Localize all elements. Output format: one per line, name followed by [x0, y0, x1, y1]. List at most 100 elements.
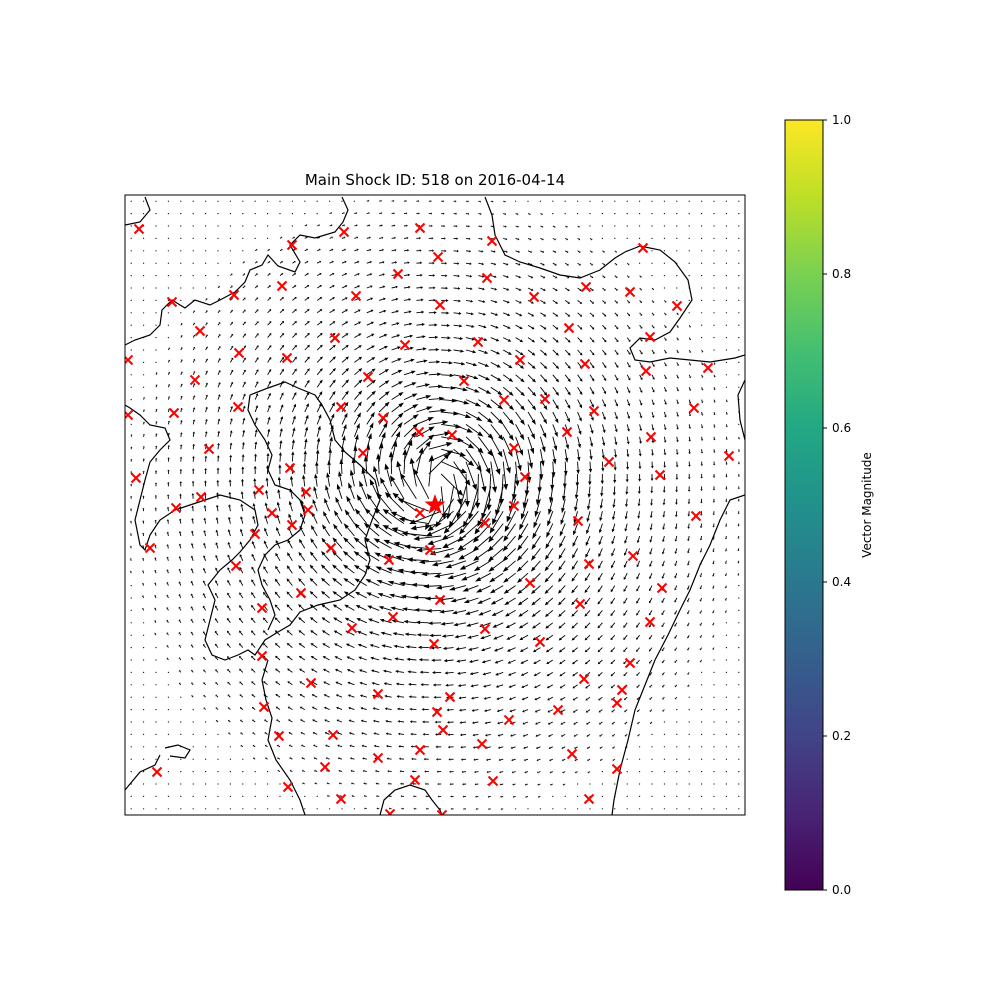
vector-arrow — [267, 248, 270, 252]
vector-arrow — [465, 386, 480, 393]
vector-arrow — [552, 349, 559, 356]
vector-arrow — [651, 287, 655, 291]
vector-arrow — [180, 432, 183, 437]
vector-arrow — [332, 550, 343, 562]
vector-arrow — [230, 333, 234, 338]
vector-arrow — [478, 609, 491, 616]
vector-arrow — [663, 200, 666, 202]
vector-arrow — [490, 461, 498, 493]
vector-arrow — [724, 597, 727, 601]
vector-arrow — [421, 695, 429, 699]
vector-arrow — [614, 275, 618, 278]
vector-arrow — [324, 706, 330, 711]
vector-arrow — [639, 275, 642, 278]
vector-arrow — [626, 436, 630, 445]
vector-arrow — [584, 585, 591, 594]
vector-arrow — [472, 733, 479, 737]
vector-arrow — [586, 721, 591, 725]
vector-arrow — [465, 361, 478, 367]
vector-arrow — [154, 457, 158, 462]
vector-arrow — [688, 808, 690, 810]
vector-arrow — [623, 572, 628, 580]
vector-arrow — [637, 721, 640, 725]
vector-arrow — [564, 349, 571, 356]
vector-arrow — [537, 795, 541, 799]
vector-arrow — [379, 236, 384, 240]
vector-arrow — [227, 707, 231, 710]
vector-arrow — [675, 461, 679, 468]
station-marker — [281, 352, 293, 364]
vector-arrow — [301, 744, 305, 748]
vector-arrow — [687, 548, 690, 554]
vector-arrow — [477, 498, 492, 527]
vector-arrow — [674, 535, 678, 542]
vector-arrow — [205, 287, 207, 289]
station-marker — [572, 515, 584, 527]
vector-arrow — [304, 403, 309, 413]
vector-arrow — [275, 693, 281, 698]
vector-arrow — [527, 337, 535, 343]
station-marker — [479, 623, 491, 635]
vector-arrow — [226, 643, 231, 648]
vector-arrow — [515, 324, 523, 330]
vector-arrow — [651, 399, 655, 406]
vector-arrow — [205, 721, 207, 723]
vector-arrow — [454, 634, 467, 639]
vector-arrow — [180, 395, 183, 400]
vector-arrow — [699, 610, 703, 614]
vector-arrow — [401, 807, 405, 810]
vector-arrow — [688, 461, 691, 467]
vector-arrow — [416, 286, 424, 289]
vector-arrow — [519, 634, 529, 641]
vector-arrow — [250, 630, 256, 636]
vector-arrow — [413, 468, 430, 500]
vector-arrow — [504, 597, 516, 606]
vector-arrow — [663, 746, 666, 748]
vector-arrow — [279, 225, 281, 227]
vector-arrow — [650, 473, 654, 481]
vector-arrow — [638, 461, 642, 470]
vector-arrow — [217, 358, 221, 363]
vector-arrow — [472, 535, 492, 552]
vector-arrow — [562, 771, 566, 774]
vector-arrow — [564, 337, 571, 343]
vector-arrow — [552, 275, 558, 279]
vector-arrow — [275, 681, 281, 686]
vector-arrow — [367, 605, 380, 611]
vector-arrow — [167, 481, 170, 487]
vector-arrow — [192, 746, 194, 748]
vector-arrow — [267, 428, 271, 437]
vector-arrow — [725, 746, 728, 748]
vector-arrow — [191, 682, 194, 686]
vector-arrow — [564, 250, 569, 254]
vector-arrow — [588, 473, 592, 486]
vector-arrow — [155, 237, 157, 239]
vector-arrow — [214, 592, 219, 599]
vector-arrow — [636, 548, 641, 556]
vector-arrow — [205, 262, 207, 264]
vector-arrow — [676, 262, 678, 264]
vector-arrow — [324, 719, 330, 723]
vector-arrow — [384, 463, 393, 487]
vector-arrow — [549, 758, 553, 762]
vector-arrow — [453, 274, 460, 278]
vector-arrow — [712, 597, 715, 602]
vector-arrow — [602, 386, 607, 395]
vector-arrow — [267, 200, 269, 202]
vector-arrow — [602, 300, 606, 304]
vector-arrow — [379, 333, 388, 339]
vector-arrow — [713, 721, 715, 723]
station-marker — [444, 691, 456, 703]
vector-arrow — [192, 431, 196, 437]
vector-arrow — [562, 783, 566, 786]
vector-arrow — [527, 324, 535, 330]
vector-arrow — [558, 647, 566, 653]
vector-arrow — [267, 795, 269, 798]
vector-arrow — [167, 721, 169, 723]
vector-arrow — [316, 332, 323, 338]
vector-arrow — [737, 461, 741, 465]
vector-arrow — [391, 346, 401, 351]
vector-arrow — [405, 645, 417, 649]
vector-arrow — [229, 808, 231, 810]
vector-arrow — [354, 236, 359, 239]
